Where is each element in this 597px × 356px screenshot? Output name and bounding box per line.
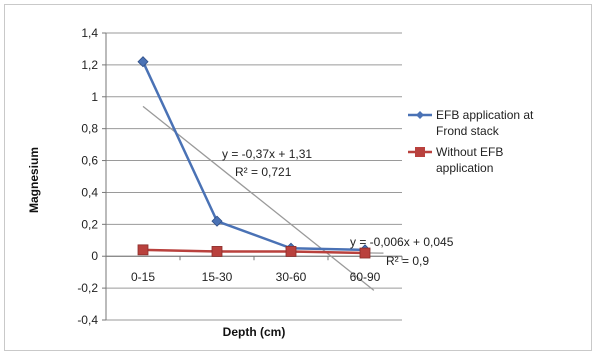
trendline-1 [142,105,375,291]
y-tick-label: 0,4 [81,185,98,199]
trendlines [142,105,384,291]
series-line-2 [142,248,366,255]
legend-label-line: Frond stack [436,124,500,138]
y-tick-label: -0,4 [77,313,98,327]
trendline-equation-1: y = -0,37x + 1,31 [222,147,312,161]
x-tick-label: 15-30 [202,270,233,284]
y-tick-label: 1,4 [81,26,98,40]
data-point-square [285,246,297,257]
series-layer [137,56,371,259]
y-tick-label: 0,6 [81,154,98,168]
series-line-1 [141,61,366,252]
legend-marker-square [415,147,425,157]
trendline-r2-1: R² = 0,721 [235,165,292,179]
y-tick-label: 1 [91,90,98,104]
legend-label-line: Without EFB [436,145,503,159]
y-tick-label: 0 [91,249,98,263]
trendline-r2-2: R² = 0,9 [386,254,429,268]
y-tick-label: 0,2 [81,217,98,231]
trendline-equation-2: y = -0,006x + 0,045 [350,235,454,249]
legend-label-line: EFB application at [436,108,534,122]
x-tick-label: 60-90 [350,270,381,284]
legend-label-line: application [436,161,493,175]
y-tick-label: 0,8 [81,122,98,136]
trendline-equations: y = -0,37x + 1,31 R² = 0,721 y = -0,006x +… [222,147,454,268]
y-axis-title: Magnesium [27,147,41,213]
legend: EFB application at Frond stack Without EFB… [408,108,534,175]
legend-label-2: Without EFB application [436,145,503,175]
data-point-square [211,246,223,257]
data-point-diamond [211,215,223,227]
data-point-diamond [137,56,149,68]
chart-frame [4,4,592,351]
axis-labels: -0,4 -0,2 0 0,2 0,4 0,6 0,8 1 1,2 1,4 0-15 15-30 30-… [27,26,381,339]
y-tick-label: 1,2 [81,58,98,72]
data-point-square [137,244,149,256]
gridlines [102,32,403,321]
legend-marker-diamond [416,111,424,119]
x-axis-title: Depth (cm) [223,325,286,339]
y-tick-label: -0,2 [77,281,98,295]
legend-label-1: EFB application at Frond stack [436,108,534,138]
x-tick-label: 30-60 [276,270,307,284]
data-point-square [359,247,371,259]
x-tick-label: 0-15 [131,270,155,284]
